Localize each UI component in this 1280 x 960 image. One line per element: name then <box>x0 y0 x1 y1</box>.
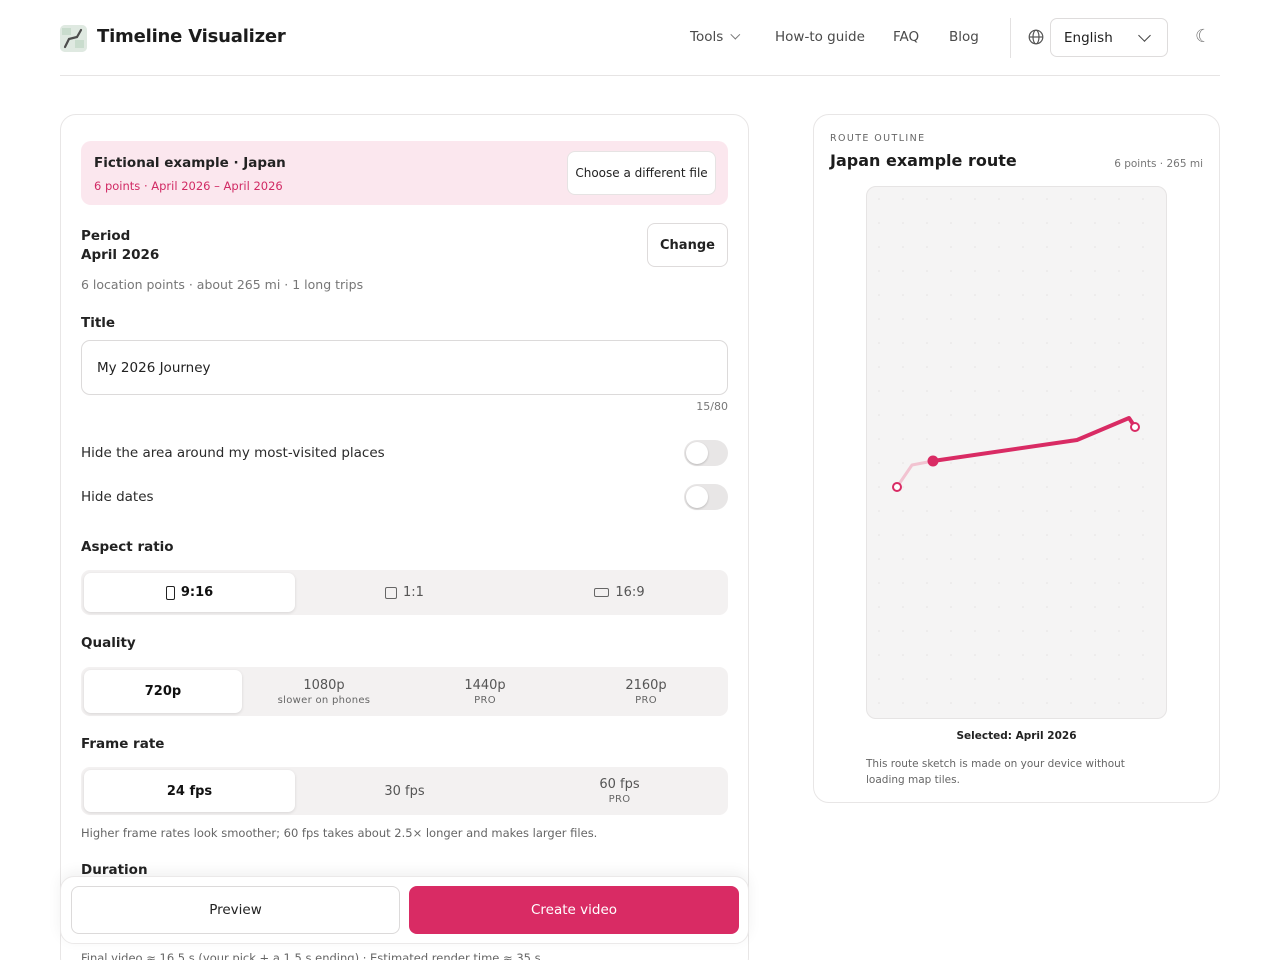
quality-option-label: 2160p <box>625 677 667 693</box>
landscape-icon <box>594 588 610 597</box>
preview-button[interactable]: Preview <box>71 886 400 934</box>
nav-faq[interactable]: FAQ <box>893 29 920 45</box>
selected-period: Selected: April 2026 <box>956 730 1077 742</box>
quality-option-2160p[interactable]: 2160p PRO <box>567 670 725 713</box>
hide-dates-toggle[interactable] <box>684 484 728 510</box>
fps-option-label: 60 fps <box>599 777 640 792</box>
quality-option-1080p[interactable]: 1080p slower on phones <box>245 670 403 713</box>
fps-option-30[interactable]: 30 fps <box>299 770 510 812</box>
header-divider <box>1010 18 1011 58</box>
duration-label: Duration <box>81 862 148 878</box>
nav-tools-label: Tools <box>690 29 724 45</box>
route-start-point <box>892 482 902 492</box>
aspect-option-label: 16:9 <box>615 585 645 600</box>
aspect-option-label: 9:16 <box>180 585 214 600</box>
title-input[interactable] <box>81 340 728 395</box>
fps-option-60[interactable]: 60 fps PRO <box>514 770 725 812</box>
nav-howto-guide[interactable]: How-to guide <box>775 29 865 45</box>
language-value: English <box>1064 30 1113 46</box>
title-label: Title <box>81 315 116 331</box>
fps-option-label: 24 fps <box>166 783 213 799</box>
site-header: Timeline Visualizer Tools How-to guide F… <box>60 0 1220 76</box>
language-select[interactable]: English <box>1050 18 1168 57</box>
square-icon <box>385 586 398 599</box>
quality-label: Quality <box>81 635 136 651</box>
settings-card: Fictional example · Japan 6 points · Apr… <box>60 114 749 960</box>
period-value: April 2026 <box>81 247 160 263</box>
hide-dates-label: Hide dates <box>81 489 154 505</box>
route-line-past <box>895 459 935 489</box>
file-title: Fictional example · Japan <box>94 155 286 171</box>
quality-option-label: 1080p <box>303 677 345 693</box>
quality-selector: 720p 1080p slower on phones 1440p PRO 21… <box>81 667 728 716</box>
route-card: ROUTE OUTLINE Japan example route 6 poin… <box>813 114 1220 803</box>
route-sketch <box>866 186 1167 719</box>
file-banner: Fictional example · Japan 6 points · Apr… <box>81 141 728 205</box>
moon-icon[interactable]: ☾ <box>1195 26 1212 47</box>
route-sketch-svg <box>867 187 1166 718</box>
route-end-point <box>1130 422 1140 432</box>
sketch-note: This route sketch is made on your device… <box>866 758 1125 786</box>
frame-rate-help: Higher frame rates look smoother; 60 fps… <box>81 826 598 840</box>
nav-tools[interactable]: Tools <box>690 29 741 45</box>
hide-area-label: Hide the area around my most-visited pla… <box>81 445 385 461</box>
toggle-knob <box>686 486 708 508</box>
hide-area-toggle[interactable] <box>684 440 728 466</box>
chevron-down-icon <box>730 29 741 40</box>
quality-option-1440p[interactable]: 1440p PRO <box>406 670 564 713</box>
aspect-option-9-16[interactable]: 9:16 <box>84 573 295 612</box>
toggle-knob <box>686 442 708 464</box>
aspect-option-label: 1:1 <box>403 585 424 600</box>
pro-badge: PRO <box>608 794 631 805</box>
change-period-button[interactable]: Change <box>647 223 728 267</box>
choose-file-button[interactable]: Choose a different file <box>567 151 716 195</box>
frame-rate-label: Frame rate <box>81 736 165 752</box>
quality-option-label: 720p <box>144 684 182 699</box>
fps-option-label: 30 fps <box>384 783 425 799</box>
title-char-counter: 15/80 <box>696 400 728 413</box>
route-meta: 6 points · 265 mi <box>1114 158 1203 170</box>
route-eyebrow: ROUTE OUTLINE <box>830 133 926 144</box>
period-label: Period <box>81 228 131 244</box>
frame-rate-selector: 24 fps 30 fps 60 fps PRO <box>81 767 728 815</box>
route-title: Japan example route <box>830 151 1017 170</box>
action-bar: Preview Create video <box>60 876 749 944</box>
file-subtitle: 6 points · April 2026 – April 2026 <box>94 179 283 193</box>
route-point <box>927 455 939 467</box>
globe-icon <box>1028 29 1044 45</box>
map-grid <box>867 187 1166 718</box>
brand-name[interactable]: Timeline Visualizer <box>97 26 286 47</box>
quality-option-720p[interactable]: 720p <box>84 670 242 713</box>
aspect-ratio-selector: 9:16 1:1 16:9 <box>81 570 728 615</box>
quality-option-sub: slower on phones <box>277 694 371 706</box>
aspect-option-16-9[interactable]: 16:9 <box>514 573 725 612</box>
pro-badge: PRO <box>635 694 657 706</box>
quality-option-label: 1440p <box>464 677 506 693</box>
aspect-option-1-1[interactable]: 1:1 <box>299 573 510 612</box>
route-line-selected <box>931 416 1137 463</box>
create-video-button[interactable]: Create video <box>409 886 739 934</box>
map-route-icon[interactable] <box>60 25 87 52</box>
final-video-note: Final video ≈ 16.5 s (your pick + a 1.5 … <box>81 951 541 960</box>
aspect-ratio-label: Aspect ratio <box>81 539 174 555</box>
chevron-down-icon <box>1138 29 1151 42</box>
pro-badge: PRO <box>474 694 496 706</box>
fps-option-24[interactable]: 24 fps <box>84 770 295 812</box>
period-meta: 6 location points · about 265 mi · 1 lon… <box>81 277 364 292</box>
portrait-icon <box>165 585 175 600</box>
nav-blog[interactable]: Blog <box>949 29 979 45</box>
